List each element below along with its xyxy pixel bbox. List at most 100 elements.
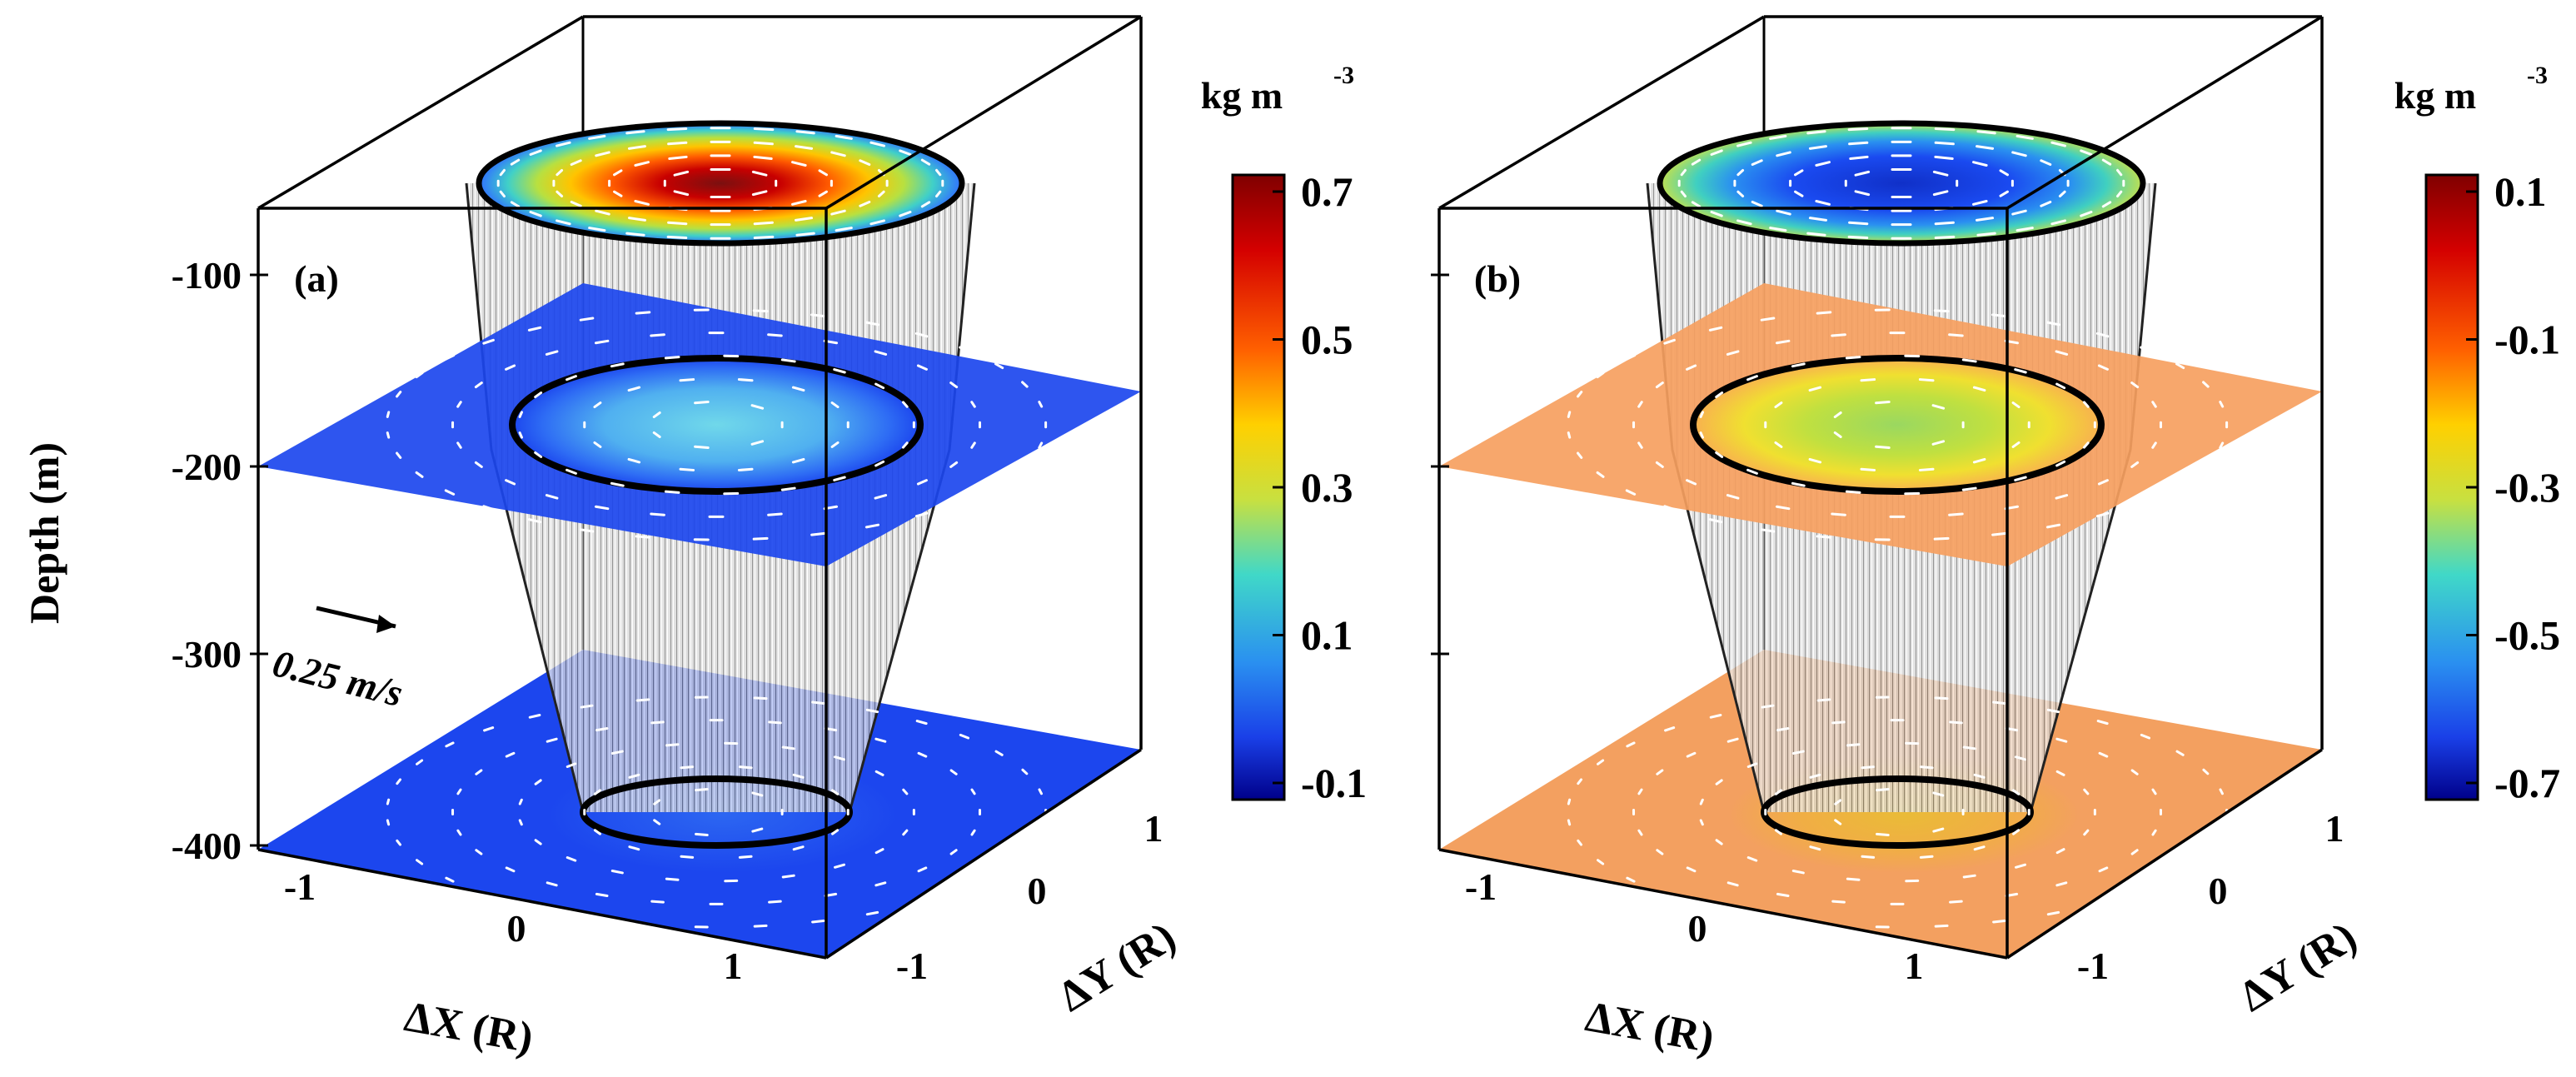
velocity-arrow xyxy=(780,486,796,491)
box-edge xyxy=(825,748,1142,960)
velocity-arrow xyxy=(588,134,606,140)
velocity-arrow xyxy=(865,910,879,916)
velocity-arrow xyxy=(1776,151,1791,157)
velocity-arrow xyxy=(556,169,564,177)
velocity-arrow xyxy=(1931,404,1946,410)
velocity-arrow xyxy=(830,151,846,157)
velocity-arrow xyxy=(914,511,929,518)
velocity-arrow xyxy=(570,159,582,167)
velocity-arrow xyxy=(1808,217,1827,222)
velocity-arrow xyxy=(2202,461,2210,469)
velocity-arrow xyxy=(1791,750,1805,755)
velocity-arrow xyxy=(1726,494,1740,500)
velocity-arrow xyxy=(1775,339,1791,345)
velocity-arrow xyxy=(1663,338,1676,345)
velocity-arrow xyxy=(2151,441,2157,449)
velocity-arrow xyxy=(1831,720,1846,725)
velocity-arrow xyxy=(753,696,768,701)
velocity-arrow xyxy=(738,855,753,859)
velocity-arrow xyxy=(1833,411,1842,419)
velocity-arrow xyxy=(627,386,641,392)
velocity-arrow xyxy=(1962,745,1976,750)
velocity-arrow xyxy=(1577,839,1583,846)
velocity-arrow xyxy=(635,535,651,539)
velocity-arrow xyxy=(1809,773,1821,779)
velocity-arrow xyxy=(1860,467,1876,471)
velocity-arrow xyxy=(456,401,462,408)
colorbar-title-exponent: -3 xyxy=(2527,62,2548,89)
panel-b: (b) -1 0 1 ΔX (R) -1 0 1 ΔY (R) 0.1 -0.1 -0.3 -0.5 -0… xyxy=(1431,15,2560,1062)
velocity-vectors xyxy=(386,127,1048,929)
velocity-arrow xyxy=(970,829,976,836)
velocity-arrow xyxy=(2140,885,2151,891)
velocity-arrow xyxy=(920,158,931,166)
velocity-arrow xyxy=(528,713,541,719)
velocity-arrow xyxy=(2055,494,2069,500)
top-ring xyxy=(1657,120,2146,247)
velocity-arrow xyxy=(1715,451,1724,458)
velocity-arrow xyxy=(1972,386,1986,392)
velocity-arrow xyxy=(2082,401,2090,408)
velocity-arrow xyxy=(518,411,523,418)
colorbar-tick-label: -0.1 xyxy=(2494,317,2560,363)
velocity-arrow xyxy=(1626,741,1636,748)
velocity-arrow xyxy=(627,145,646,150)
velocity-arrow xyxy=(2101,201,2112,208)
velocity-arrow xyxy=(534,451,543,458)
velocity-arrow xyxy=(2012,789,2020,795)
velocity-arrow xyxy=(1845,490,1861,494)
velocity-arrow xyxy=(2151,788,2157,795)
velocity-arrow xyxy=(1961,486,1977,491)
velocity-arrow xyxy=(625,130,645,135)
velocity-arrow xyxy=(1934,141,1955,146)
velocity-arrow xyxy=(2058,190,2066,197)
colorbar-tick-label: -0.7 xyxy=(2494,760,2560,806)
y-tick-label: -1 xyxy=(896,945,928,987)
velocity-arrow xyxy=(1849,155,1869,160)
velocity-arrow xyxy=(1816,535,1832,539)
velocity-arrow xyxy=(874,460,885,467)
velocity-arrow xyxy=(2202,381,2210,388)
scale-label: 0.25 m/s xyxy=(269,641,407,715)
velocity-arrow xyxy=(1760,528,1776,533)
velocity-arrow xyxy=(1710,149,1723,156)
velocity-arrow xyxy=(1699,798,1704,805)
velocity-arrow xyxy=(650,900,665,904)
velocity-arrow xyxy=(1931,440,1946,446)
velocity-arrow xyxy=(751,170,768,177)
velocity-arrow xyxy=(2097,364,2109,371)
velocity-arrow xyxy=(1918,378,1935,382)
velocity-arrow xyxy=(1691,158,1702,166)
velocity-arrow xyxy=(2098,751,2109,758)
velocity-arrow xyxy=(1567,798,1572,805)
box-edge xyxy=(825,15,1142,210)
velocity-arrow xyxy=(877,190,885,197)
velocity-arrow xyxy=(415,471,424,478)
velocity-arrow xyxy=(1934,696,1949,701)
velocity-arrow xyxy=(2097,479,2109,486)
velocity-arrow xyxy=(1686,866,1697,873)
velocity-arrow xyxy=(386,819,391,826)
velocity-arrow xyxy=(505,751,516,758)
velocity-arrow xyxy=(556,141,571,147)
velocity-arrow xyxy=(445,741,455,748)
velocity-arrow xyxy=(833,476,846,481)
velocity-arrow xyxy=(579,528,595,533)
velocity-arrow xyxy=(970,788,976,795)
velocity-arrow xyxy=(2055,460,2066,467)
scale-arrowhead xyxy=(376,615,396,633)
velocity-arrow xyxy=(1726,737,1739,743)
velocity-arrow xyxy=(2140,497,2151,504)
velocity-arrow xyxy=(510,158,521,166)
x-tick-label: -1 xyxy=(1465,865,1497,908)
velocity-arrow xyxy=(1932,170,1949,177)
velocity-arrow xyxy=(1715,391,1724,399)
velocity-arrow xyxy=(650,720,665,725)
velocity-arrow xyxy=(1038,401,1044,408)
velocity-arrow xyxy=(1625,489,1637,496)
velocity-arrow xyxy=(1776,726,1790,732)
velocity-arrow xyxy=(680,855,695,859)
velocity-arrow xyxy=(810,531,826,536)
velocity-arrow xyxy=(994,480,1004,487)
